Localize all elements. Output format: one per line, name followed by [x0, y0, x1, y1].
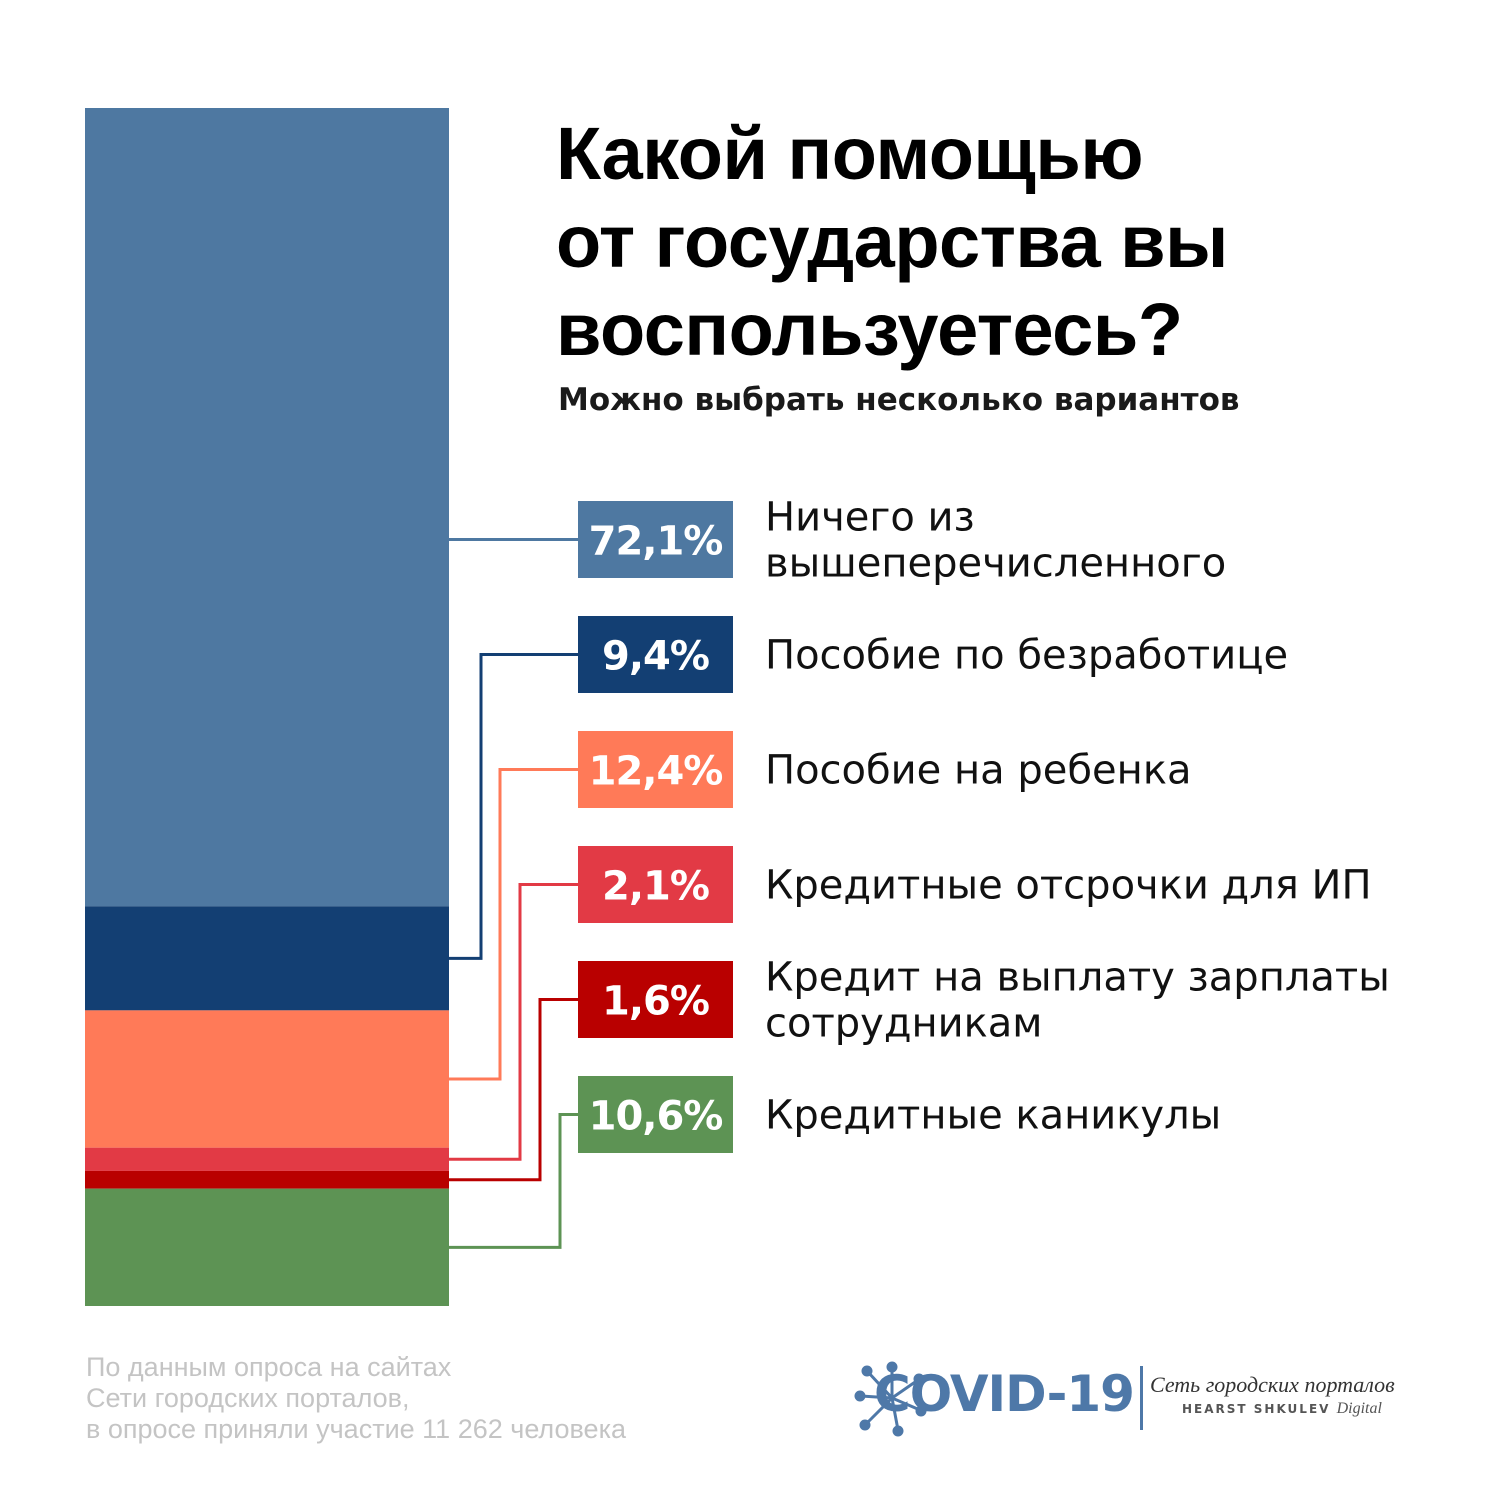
connector-line-5 — [449, 998, 578, 1182]
value-box-4 — [578, 846, 733, 923]
network-name: Сеть городских порталов — [1150, 1372, 1395, 1397]
chart-title: Какой помощью от государства вы воспольз… — [556, 110, 1456, 374]
source-line-1: По данным опроса на сайтах — [86, 1352, 452, 1382]
category-label-2-line-1: Пособие по безработице — [765, 633, 1288, 679]
virus-icon — [854, 1361, 927, 1437]
partner-brand: HEARST SHKULEV — [1182, 1402, 1331, 1416]
covid-logo: COVID-19 Сеть городских порталов HEARST … — [852, 1358, 1412, 1438]
bar-segment-2 — [85, 906, 449, 1011]
connector-line-4 — [449, 883, 578, 1161]
value-label-5: 1,6% — [602, 979, 709, 1025]
source-note: По данным опроса на сайтах Сети городски… — [86, 1352, 786, 1445]
category-label-1-line-1: Ничего из — [765, 495, 975, 541]
bar-segment-1 — [85, 108, 449, 907]
partner-name: HEARST SHKULEV Digital — [1182, 1400, 1382, 1418]
value-box-5 — [578, 961, 733, 1038]
connector-line-6 — [449, 1113, 578, 1249]
value-box-6 — [578, 1076, 733, 1153]
source-line-3: в опросе приняли участие 11 262 человека — [86, 1414, 626, 1444]
title-line-2: от государства вы — [556, 200, 1228, 283]
value-box-1 — [578, 501, 733, 578]
category-label-6-line-1: Кредитные каникулы — [765, 1093, 1221, 1139]
category-label-4-line-1: Кредитные отсрочки для ИП — [765, 863, 1372, 909]
value-label-6: 10,6% — [589, 1094, 723, 1140]
value-label-4: 2,1% — [602, 864, 709, 910]
value-box-2 — [578, 616, 733, 693]
value-label-3: 12,4% — [589, 749, 723, 795]
logo-text: COVID-19 — [874, 1365, 1135, 1423]
value-label-1: 72,1% — [589, 519, 723, 565]
bar-segment-3 — [85, 1010, 449, 1148]
bar-segment-4 — [85, 1147, 449, 1171]
category-label-3-line-1: Пособие на ребенка — [765, 748, 1191, 794]
source-line-2: Сети городских порталов, — [86, 1383, 410, 1413]
connector-line-3 — [449, 768, 578, 1081]
partner-suffix: Digital — [1336, 1400, 1382, 1417]
category-label-5-line-2: сотрудникам — [765, 1001, 1042, 1047]
value-box-3 — [578, 731, 733, 808]
value-label-2: 9,4% — [602, 634, 709, 680]
logo-divider — [1140, 1366, 1143, 1430]
bar-segment-5 — [85, 1170, 449, 1189]
connector-line-2 — [449, 653, 578, 960]
title-line-1: Какой помощью — [556, 112, 1144, 195]
category-label-1-line-2: вышеперечисленного — [765, 541, 1226, 587]
chart-subtitle: Можно выбрать несколько вариантов — [558, 382, 1240, 418]
bar-segment-6 — [85, 1188, 449, 1306]
title-line-3: воспользуетесь? — [556, 288, 1183, 371]
category-label-5-line-1: Кредит на выплату зарплаты — [765, 955, 1390, 1001]
